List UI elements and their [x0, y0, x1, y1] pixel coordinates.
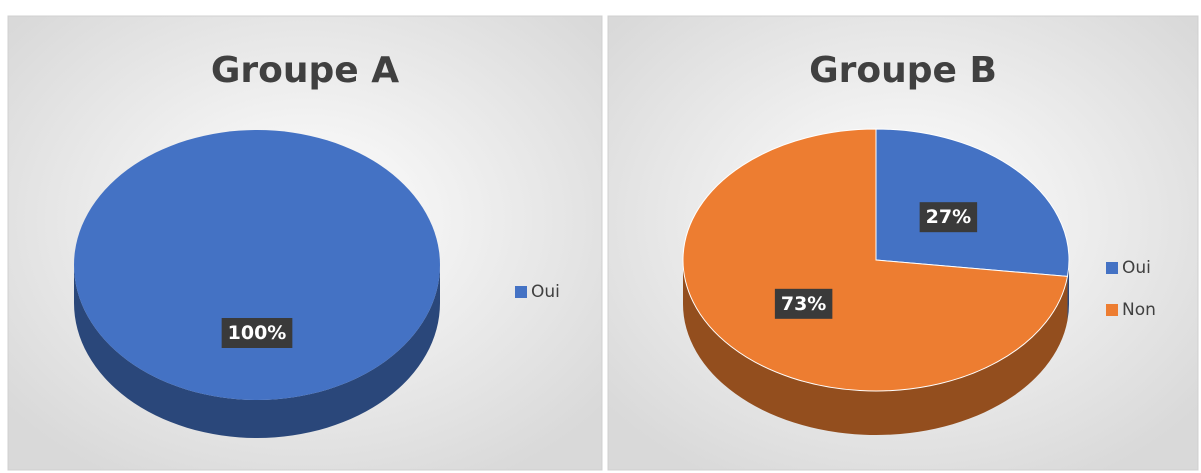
- pie-slice: [682, 128, 1069, 392]
- slice-side: [74, 265, 440, 438]
- chart-title: Groupe A: [211, 50, 399, 91]
- data-label: 100%: [228, 322, 287, 344]
- legend-swatch: [515, 286, 527, 298]
- chart-title: Groupe B: [809, 50, 997, 91]
- pie-slice: [74, 130, 440, 400]
- slice-side: [683, 260, 1068, 436]
- data-label-box: [221, 318, 293, 348]
- data-label: 27%: [926, 206, 971, 228]
- legend-label: Non: [1122, 300, 1156, 320]
- legend-label: Oui: [531, 282, 560, 302]
- data-label-box: [919, 202, 978, 233]
- legend-swatch: [1106, 304, 1118, 316]
- data-label-box: [774, 288, 833, 319]
- data-label: 73%: [781, 293, 826, 315]
- legend-label: Oui: [1122, 258, 1151, 278]
- legend-swatch: [1106, 262, 1118, 274]
